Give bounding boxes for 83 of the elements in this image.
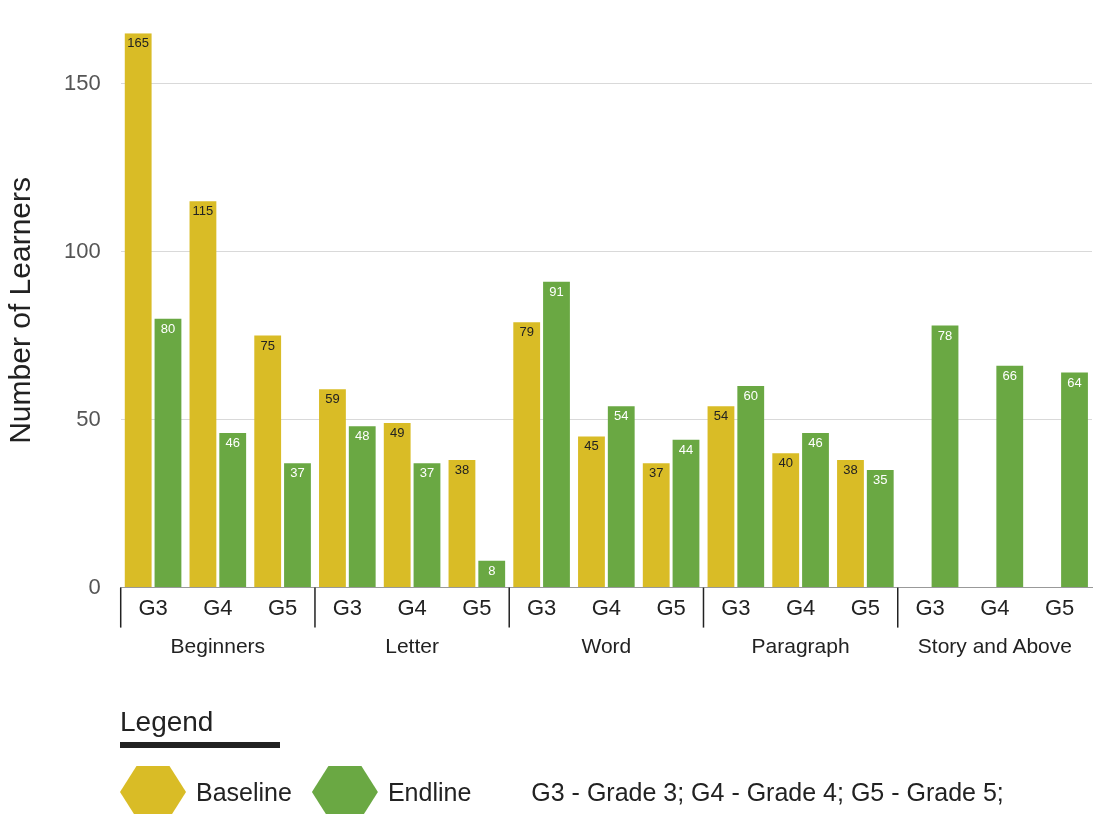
text: Paragraph [751,634,850,658]
data-label: 45 [584,438,599,454]
data-label: 60 [743,388,758,404]
data-label: 54 [713,408,729,424]
x-tick-label: G5 [462,594,492,620]
data-label: 37 [648,465,664,481]
x-tick-label: G5 [656,594,686,620]
legend-label: Endline [387,777,472,807]
legend-title: Legend [120,706,280,748]
bar [513,322,541,588]
bar [413,463,441,588]
data-label: 79 [519,324,534,340]
data-label: 59 [325,391,340,407]
data-label: 46 [808,435,823,451]
x-tick-label: G4 [980,594,1010,620]
legend-label: Baseline [196,777,292,807]
y-tick-label: 150 [63,69,101,95]
bar [837,459,864,588]
bar [448,459,476,588]
data-label: 165 [127,35,150,51]
bar [284,463,311,588]
x-tick-label: G3 [721,594,751,620]
data-label: 66 [1002,367,1017,383]
bar [672,439,700,588]
bar [707,406,735,588]
bar [348,426,376,588]
text: G3 - Grade 3; G4 - Grade 4; G5 - Grade 5; [531,777,1004,807]
data-label: 80 [160,320,176,336]
data-label: 37 [419,465,435,481]
bar [737,386,765,588]
data-label: 38 [454,462,470,477]
data-label: 8 [488,562,496,578]
bar [607,406,635,588]
bar [124,33,152,588]
bar [642,463,670,588]
data-label: 54 [614,408,629,424]
bar [478,560,506,588]
bar [866,470,894,588]
bar [319,389,346,588]
text: Letter [385,634,439,658]
data-label: 115 [192,203,214,219]
x-tick-label: G3 [332,594,363,620]
data-label: 46 [225,435,240,451]
bar [543,281,570,588]
bar [154,318,182,588]
data-label: 49 [389,425,405,441]
bar [578,436,605,588]
data-label: 44 [678,441,694,457]
x-tick-label: G3 [138,594,168,620]
data-label: 40 [778,455,793,471]
bar [772,453,800,588]
text: Story and Above [917,634,1072,658]
data-label: 78 [937,327,953,343]
x-tick-label: G4 [591,594,622,620]
data-label: 35 [873,472,888,488]
y-axis-title: Number of Learners [3,177,37,444]
bar [931,325,959,588]
y-tick-label: 0 [88,573,101,599]
x-tick-label: G4 [397,594,427,620]
data-label: 64 [1067,374,1082,390]
x-tick-label: G5 [1044,594,1075,620]
bar [254,335,282,588]
bar [189,201,217,588]
bar [802,433,829,588]
bar [1061,372,1088,588]
y-tick-label: 100 [63,237,101,263]
data-label: 37 [290,465,305,481]
x-tick-label: G3 [526,594,557,620]
text: Word [581,634,632,658]
x-tick-label: G5 [850,594,881,620]
text: Beginners [170,634,266,658]
data-label: 75 [260,337,275,353]
bar [383,422,411,588]
bar [996,365,1024,588]
data-label: 38 [843,462,858,477]
x-tick-label: G4 [785,594,816,620]
x-tick-label: G3 [915,594,945,620]
y-tick-label: 50 [76,405,101,431]
x-tick-label: G5 [267,594,298,620]
bar [219,433,247,588]
data-label: 91 [549,283,564,299]
data-label: 48 [355,428,370,444]
x-tick-label: G4 [203,594,233,620]
